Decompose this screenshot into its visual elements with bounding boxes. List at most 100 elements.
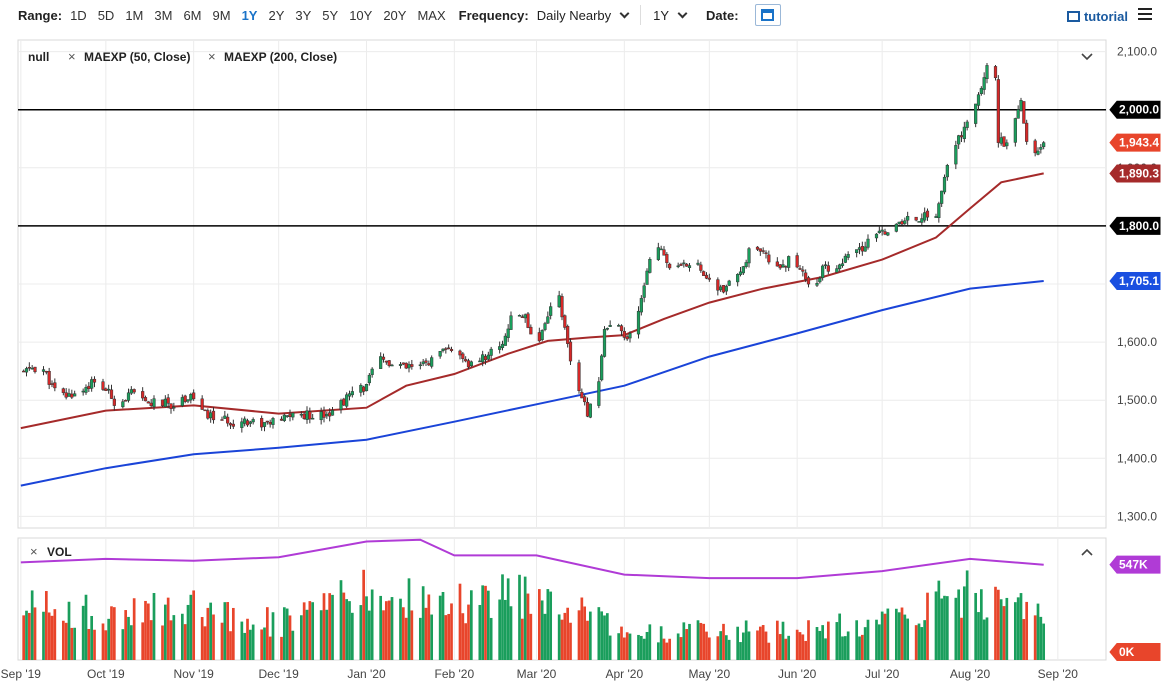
- volume-legend: × VOL: [30, 544, 1093, 559]
- range-button-20y[interactable]: 20Y: [383, 7, 407, 23]
- candle-body: [149, 402, 153, 406]
- volume-bar: [934, 591, 938, 660]
- volume-bar: [880, 611, 884, 660]
- candle-body: [146, 401, 150, 404]
- volume-bar: [897, 612, 901, 660]
- volume-bar: [1039, 616, 1043, 660]
- frequency-value: Daily Nearby: [536, 7, 612, 23]
- candle-body: [1042, 142, 1046, 147]
- range-button-1y[interactable]: 1Y: [241, 7, 258, 23]
- period-dropdown[interactable]: 1Y: [653, 8, 688, 23]
- volume-bar: [348, 601, 351, 660]
- candle-body: [305, 410, 309, 420]
- close-icon[interactable]: ×: [68, 49, 76, 64]
- volume-bar: [212, 614, 215, 660]
- volume-bar: [560, 619, 564, 660]
- candle-body: [152, 398, 156, 408]
- collapse-chevron-icon[interactable]: [1081, 53, 1093, 61]
- x-tick-label: Jan '20: [347, 667, 386, 681]
- volume-bar: [886, 608, 890, 660]
- volume-bar: [33, 607, 37, 660]
- volume-marker-tag: [1109, 643, 1161, 661]
- range-label: Range:: [18, 7, 63, 23]
- candle-body: [588, 403, 592, 418]
- range-button-3m[interactable]: 3M: [154, 7, 173, 23]
- volume-bar: [229, 631, 232, 660]
- range-button-10y[interactable]: 10Y: [349, 7, 373, 23]
- range-button-5y[interactable]: 5Y: [322, 7, 339, 23]
- volume-bar: [240, 621, 244, 660]
- candle-body: [795, 255, 799, 268]
- volume-bar: [73, 627, 77, 660]
- candle-body: [330, 410, 335, 416]
- candle-body: [362, 386, 366, 392]
- y-tick-label: 1,400.0: [1117, 451, 1157, 465]
- range-button-max[interactable]: MAX: [417, 7, 446, 23]
- volume-bar: [724, 635, 728, 660]
- volume-bar: [557, 614, 561, 660]
- candle-body: [47, 370, 51, 385]
- candle-body: [815, 283, 819, 286]
- candle-body: [489, 348, 493, 356]
- x-tick-label: Mar '20: [517, 667, 557, 681]
- candle-body: [940, 190, 944, 204]
- volume-bar: [362, 569, 366, 660]
- volume-bar: [50, 615, 54, 660]
- volume-bar: [588, 611, 592, 660]
- volume-bar: [860, 634, 864, 660]
- volume-bar: [608, 635, 612, 660]
- expand-chevron-icon[interactable]: [1081, 548, 1093, 556]
- close-icon[interactable]: ×: [208, 49, 216, 64]
- range-button-1m[interactable]: 1M: [125, 7, 144, 23]
- candle-body: [721, 285, 726, 293]
- volume-bar: [67, 601, 71, 660]
- candle-body: [577, 362, 581, 391]
- candle-body: [104, 388, 108, 391]
- volume-bar: [996, 589, 1000, 660]
- date-picker-button[interactable]: [754, 4, 781, 26]
- volume-bar: [877, 624, 881, 660]
- volume-bar: [163, 604, 167, 660]
- volume-bar: [1042, 623, 1046, 660]
- candle-body: [668, 263, 672, 269]
- volume-bar: [841, 636, 844, 660]
- volume-bar: [926, 592, 929, 660]
- candle-body: [509, 315, 513, 330]
- candle-body: [245, 420, 250, 426]
- range-button-3y[interactable]: 3Y: [295, 7, 312, 23]
- range-button-5d[interactable]: 5D: [97, 7, 115, 23]
- volume-bar: [319, 610, 323, 660]
- frequency-dropdown[interactable]: Daily Nearby: [536, 7, 630, 23]
- candle-body: [840, 263, 845, 266]
- candle-body: [897, 221, 901, 224]
- candle-body: [843, 255, 847, 263]
- range-button-1d[interactable]: 1D: [70, 7, 87, 23]
- volume-bar: [985, 617, 989, 660]
- grid-lines: [18, 40, 1106, 660]
- volume-bar: [679, 637, 683, 660]
- volume-bar: [600, 611, 604, 660]
- candlesticks: [22, 63, 1046, 433]
- range-button-9m[interactable]: 9M: [212, 7, 231, 23]
- tutorial-link[interactable]: tutorial: [1066, 9, 1128, 24]
- volume-bar: [685, 629, 689, 660]
- volume-bar: [441, 592, 445, 660]
- range-button-2y[interactable]: 2Y: [268, 7, 285, 23]
- close-icon[interactable]: ×: [30, 544, 38, 559]
- x-tick-label: Sep '20: [1038, 667, 1079, 681]
- range-button-6m[interactable]: 6M: [183, 7, 202, 23]
- candle-body: [251, 419, 255, 423]
- volume-marker-label: 0K: [1119, 645, 1135, 659]
- candle-body: [676, 265, 680, 268]
- candle-body: [999, 137, 1003, 144]
- volume-bar: [243, 632, 247, 660]
- volume-bar: [367, 610, 371, 660]
- candle-body: [498, 346, 502, 350]
- candle-body: [308, 411, 312, 420]
- volume-bar: [659, 626, 663, 660]
- volume-bar: [982, 619, 986, 660]
- candle-body: [84, 387, 88, 393]
- menu-icon[interactable]: [1138, 8, 1152, 20]
- x-tick-label: Aug '20: [950, 667, 991, 681]
- volume-bar: [529, 613, 533, 660]
